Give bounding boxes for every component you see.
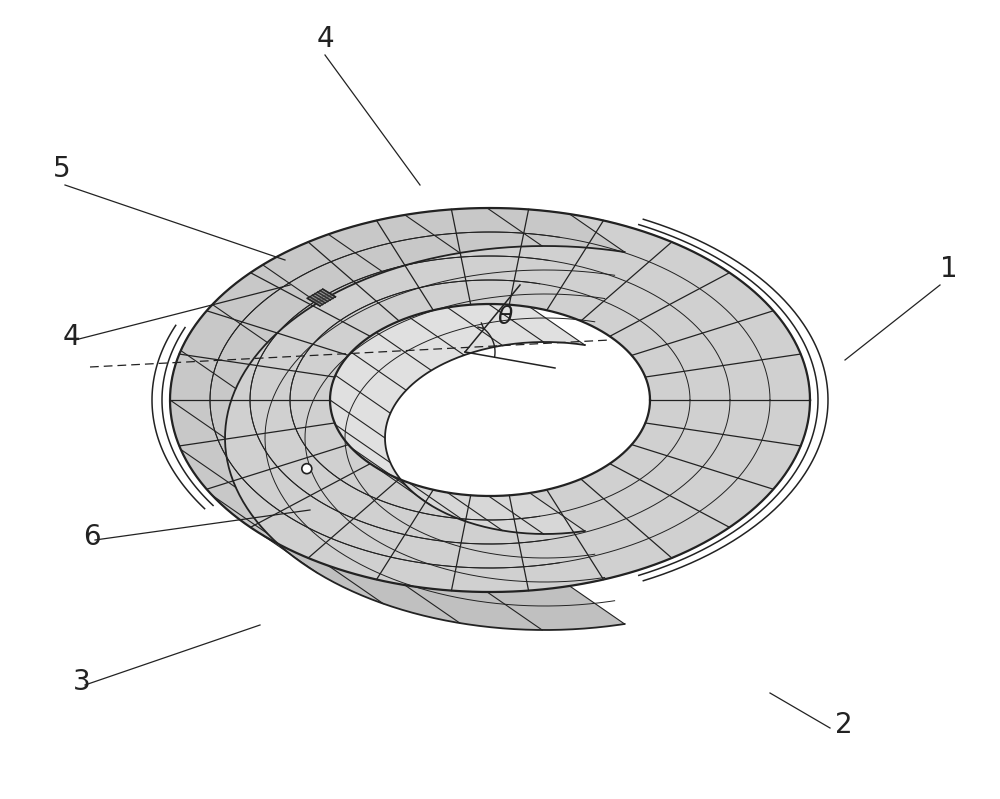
Polygon shape [547, 221, 672, 321]
Polygon shape [632, 311, 801, 377]
Polygon shape [330, 304, 650, 496]
Polygon shape [170, 208, 810, 592]
Polygon shape [632, 423, 801, 489]
Polygon shape [645, 400, 810, 446]
Polygon shape [307, 289, 335, 306]
Polygon shape [451, 208, 529, 304]
Polygon shape [250, 242, 399, 336]
Polygon shape [509, 209, 603, 310]
Polygon shape [207, 444, 370, 527]
Polygon shape [581, 242, 730, 336]
Text: $\theta$: $\theta$ [497, 305, 514, 329]
Polygon shape [170, 208, 625, 630]
Polygon shape [207, 272, 370, 356]
Polygon shape [170, 354, 335, 400]
Text: 3: 3 [73, 668, 91, 696]
Polygon shape [308, 479, 433, 579]
Text: 2: 2 [835, 711, 853, 739]
Polygon shape [377, 209, 471, 310]
Polygon shape [581, 463, 730, 558]
Polygon shape [330, 304, 585, 534]
Polygon shape [179, 423, 348, 489]
Polygon shape [179, 311, 348, 377]
Polygon shape [377, 490, 471, 590]
Polygon shape [509, 490, 603, 590]
Polygon shape [547, 479, 672, 579]
Polygon shape [250, 463, 399, 558]
Polygon shape [610, 272, 773, 356]
Polygon shape [610, 444, 773, 527]
Text: 6: 6 [83, 523, 101, 551]
Text: 4: 4 [63, 323, 81, 351]
Polygon shape [308, 221, 433, 321]
Polygon shape [645, 354, 810, 400]
Polygon shape [451, 495, 529, 592]
Circle shape [302, 463, 312, 474]
Text: 5: 5 [53, 155, 71, 183]
Text: 1: 1 [940, 255, 958, 283]
Polygon shape [170, 400, 335, 446]
Text: 4: 4 [317, 25, 335, 53]
